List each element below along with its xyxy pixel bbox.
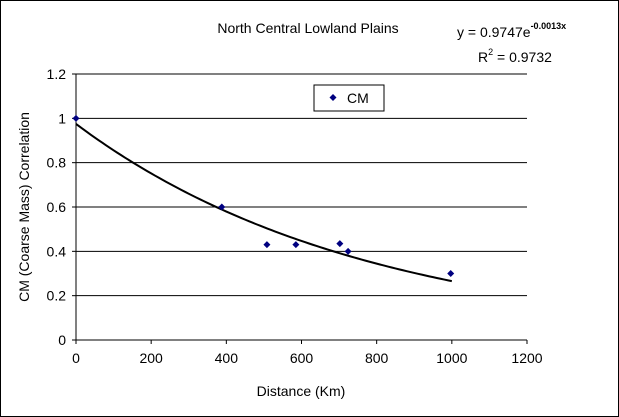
x-tick-label-5: 1000 <box>436 350 467 366</box>
x-tick-labels: 0 200 400 600 800 1000 1200 <box>72 340 543 366</box>
y-tick-label-5: 1 <box>58 110 66 126</box>
r2-value: = 0.9732 <box>493 49 552 65</box>
r2-power: 2 <box>488 47 493 57</box>
legend-box <box>313 84 385 112</box>
x-tick-label-2: 400 <box>215 350 239 366</box>
chart-title: North Central Lowland Plains <box>217 20 398 36</box>
grid-lines <box>76 73 527 297</box>
x-tick-label-1: 200 <box>139 350 163 366</box>
trendline-equation: y = 0.9747e-0.0013x <box>457 21 566 40</box>
trendline-curve <box>75 123 453 283</box>
y-tick-labels: 0 0.2 0.4 0.6 0.8 1 1.2 <box>47 66 76 348</box>
y-tick-label-0: 0 <box>58 332 66 348</box>
legend: CM <box>313 84 385 112</box>
legend-marker-diamond <box>329 94 337 101</box>
equation-base: y = 0.9747e <box>457 24 531 40</box>
r-squared-label: R2 = 0.9732 <box>478 47 552 65</box>
data-point-5 <box>344 247 352 255</box>
data-point-0 <box>72 114 80 122</box>
data-point-2 <box>263 241 271 249</box>
x-tick-label-3: 600 <box>290 350 314 366</box>
data-point-4 <box>336 240 344 248</box>
y-tick-label-6: 1.2 <box>47 66 67 82</box>
y-tick-label-3: 0.6 <box>47 199 67 215</box>
data-point-6 <box>447 270 455 277</box>
r2-symbol: R <box>478 49 488 65</box>
y-tick-label-1: 0.2 <box>47 288 67 304</box>
data-point-3 <box>292 241 300 249</box>
x-tick-label-4: 800 <box>365 350 389 366</box>
y-tick-label-4: 0.8 <box>47 155 67 171</box>
data-points <box>72 114 455 277</box>
y-axis-title: CM (Coarse Mass) Correlation <box>16 112 32 302</box>
y-tick-label-2: 0.4 <box>47 243 67 259</box>
x-tick-label-0: 0 <box>72 350 80 366</box>
legend-label: CM <box>347 90 369 106</box>
x-tick-label-6: 1200 <box>511 350 542 366</box>
trendline <box>75 123 453 283</box>
equation-exponent: -0.0013x <box>531 21 567 31</box>
x-axis-title: Distance (Km) <box>257 383 346 399</box>
data-point-1 <box>218 203 226 211</box>
